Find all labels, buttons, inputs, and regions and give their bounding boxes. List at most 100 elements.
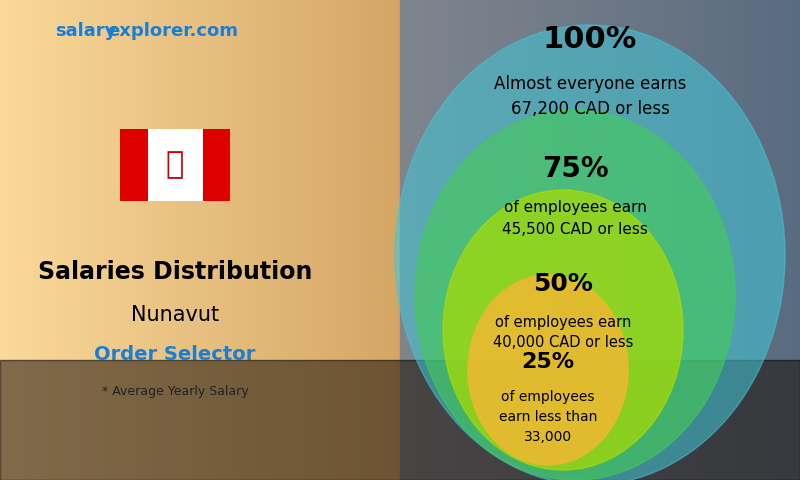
Bar xyxy=(217,0,218,480)
Bar xyxy=(586,0,587,480)
Bar xyxy=(508,0,509,480)
Bar xyxy=(427,0,428,480)
Bar xyxy=(46,0,47,480)
Bar xyxy=(187,0,188,480)
Bar xyxy=(231,0,232,480)
Bar xyxy=(694,0,695,480)
Bar xyxy=(68,0,69,480)
Bar xyxy=(3,0,4,480)
Bar xyxy=(383,0,384,480)
Bar xyxy=(399,0,400,480)
Bar xyxy=(420,0,421,480)
Bar xyxy=(278,0,279,480)
Bar xyxy=(226,0,227,480)
Bar xyxy=(277,0,278,480)
Bar xyxy=(463,0,464,480)
Bar xyxy=(8,0,9,480)
Bar xyxy=(540,0,541,480)
Bar xyxy=(221,0,222,480)
Bar xyxy=(255,0,256,480)
Bar xyxy=(254,0,255,480)
Bar xyxy=(739,0,740,480)
Bar xyxy=(114,0,115,480)
Bar xyxy=(609,0,610,480)
Bar xyxy=(521,0,522,480)
Bar xyxy=(728,0,729,480)
Bar xyxy=(15,0,16,480)
Bar xyxy=(791,0,792,480)
Bar xyxy=(63,0,64,480)
Bar xyxy=(602,0,603,480)
Bar xyxy=(539,0,540,480)
Bar xyxy=(530,0,531,480)
Bar xyxy=(709,0,710,480)
Bar xyxy=(757,0,758,480)
Bar xyxy=(9,0,10,480)
Bar xyxy=(525,0,526,480)
Bar xyxy=(650,0,651,480)
Bar xyxy=(307,0,308,480)
Bar xyxy=(645,0,646,480)
Bar xyxy=(683,0,684,480)
Bar xyxy=(479,0,480,480)
Text: 50%: 50% xyxy=(533,272,593,296)
Bar xyxy=(158,0,159,480)
Bar xyxy=(686,0,687,480)
Bar xyxy=(795,0,796,480)
Bar xyxy=(266,0,267,480)
Bar xyxy=(486,0,487,480)
Bar xyxy=(152,0,153,480)
Bar xyxy=(703,0,704,480)
Bar xyxy=(54,0,55,480)
Bar xyxy=(776,0,777,480)
Bar xyxy=(502,0,503,480)
Bar xyxy=(332,0,333,480)
Bar xyxy=(537,0,538,480)
Bar xyxy=(336,0,337,480)
Bar xyxy=(543,0,544,480)
Bar xyxy=(324,0,325,480)
Bar xyxy=(782,0,783,480)
Bar xyxy=(408,0,409,480)
Bar xyxy=(351,0,352,480)
Bar xyxy=(597,0,598,480)
Bar xyxy=(286,0,287,480)
Bar xyxy=(184,0,185,480)
Bar xyxy=(451,0,452,480)
Bar xyxy=(56,0,57,480)
Bar xyxy=(128,0,129,480)
Bar xyxy=(471,0,472,480)
Bar xyxy=(642,0,643,480)
Bar xyxy=(755,0,756,480)
Bar xyxy=(561,0,562,480)
Bar xyxy=(34,0,35,480)
Bar xyxy=(693,0,694,480)
Bar xyxy=(442,0,443,480)
Bar xyxy=(560,0,561,480)
Bar xyxy=(147,0,148,480)
Bar xyxy=(461,0,462,480)
Bar xyxy=(499,0,500,480)
Bar xyxy=(775,0,776,480)
Bar xyxy=(697,0,698,480)
Bar xyxy=(555,0,556,480)
Bar xyxy=(404,0,405,480)
Bar xyxy=(761,0,762,480)
Bar xyxy=(138,0,139,480)
Bar xyxy=(203,0,204,480)
Bar xyxy=(20,0,21,480)
Bar xyxy=(698,0,699,480)
Bar xyxy=(89,0,90,480)
Bar xyxy=(536,0,537,480)
Bar xyxy=(38,0,39,480)
Bar xyxy=(222,0,223,480)
Bar xyxy=(141,0,142,480)
Bar xyxy=(346,0,347,480)
Bar xyxy=(308,0,309,480)
Bar xyxy=(314,0,315,480)
Bar xyxy=(701,0,702,480)
Bar xyxy=(419,0,420,480)
Bar xyxy=(64,0,65,480)
Bar xyxy=(712,0,713,480)
Bar xyxy=(460,0,461,480)
